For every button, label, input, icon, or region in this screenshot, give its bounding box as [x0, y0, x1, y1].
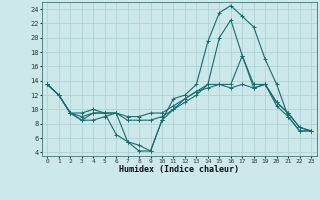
X-axis label: Humidex (Indice chaleur): Humidex (Indice chaleur)	[119, 165, 239, 174]
